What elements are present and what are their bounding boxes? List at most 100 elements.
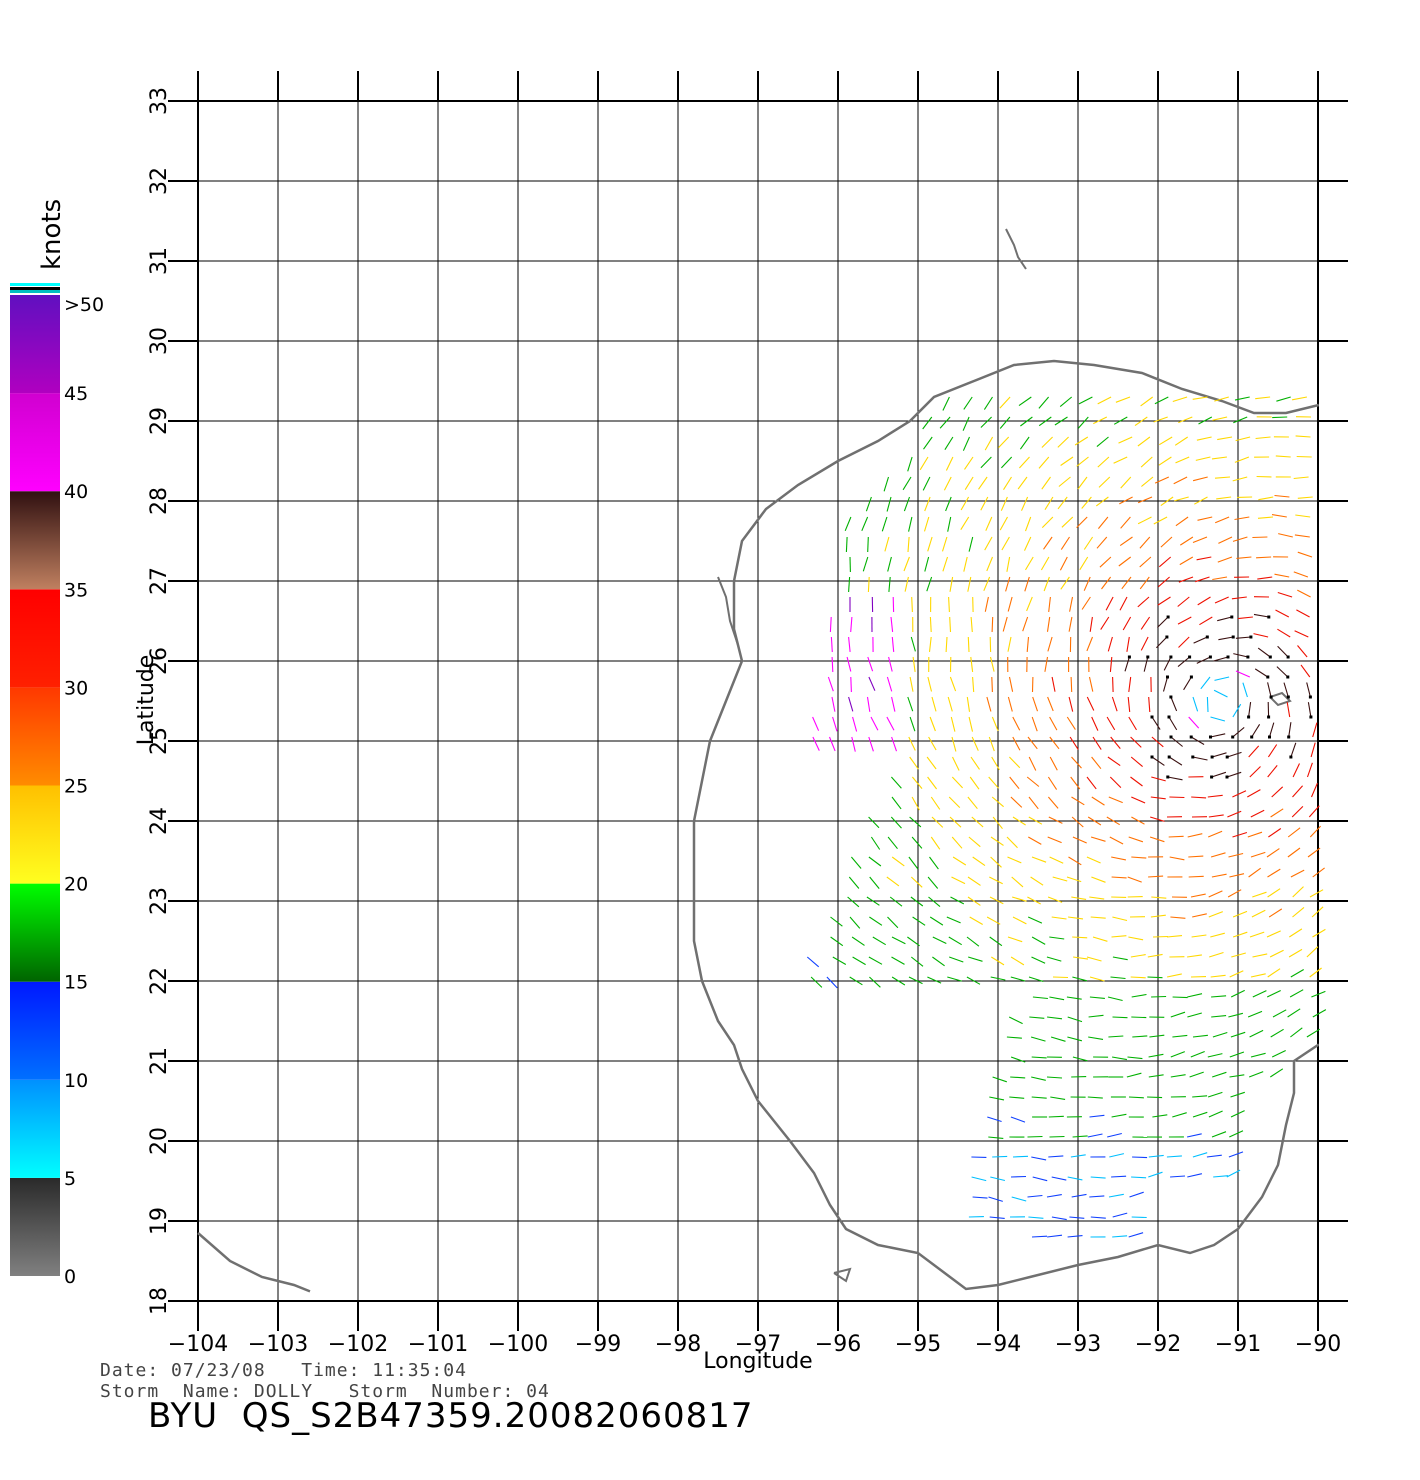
- wind-vector: [1258, 496, 1274, 501]
- rain-flag: [1169, 695, 1173, 699]
- y-tick-label: 26: [147, 647, 172, 675]
- wind-vector: [1028, 836, 1042, 845]
- wind-vector: [911, 836, 923, 849]
- wind-vector: [986, 556, 994, 572]
- wind-vector: [911, 796, 920, 811]
- wind-vector: [928, 636, 932, 652]
- wind-vector: [1310, 782, 1318, 798]
- wind-vector: [888, 576, 891, 592]
- wind-vector: [1128, 716, 1137, 731]
- wind-vector: [908, 856, 919, 870]
- wind-vector: [848, 876, 860, 889]
- wind-vector: [1287, 827, 1301, 838]
- rain-flag: [1308, 695, 1312, 699]
- wind-vector: [1092, 936, 1108, 942]
- wind-vector: [1309, 967, 1322, 978]
- wind-vector: [1051, 916, 1067, 920]
- colorbar-band: [10, 1177, 60, 1276]
- wind-vector: [1191, 796, 1207, 799]
- wind-vector: [986, 916, 1001, 925]
- wind-vector: [1255, 436, 1271, 440]
- wind-vector: [907, 536, 910, 553]
- wind-vector: [1211, 1131, 1227, 1138]
- rain-flag: [1150, 715, 1154, 719]
- wind-vector: [991, 756, 1000, 771]
- wind-vector: [1229, 1051, 1245, 1058]
- wind-vector: [1073, 956, 1089, 960]
- wind-vector: [970, 756, 980, 770]
- wind-vector: [1047, 896, 1063, 903]
- wind-vector: [1046, 1076, 1063, 1079]
- wind-vector: [1031, 1156, 1047, 1161]
- wind-vector: [960, 496, 970, 511]
- wind-vector: [1292, 763, 1300, 778]
- wind-vector: [1115, 396, 1131, 403]
- storm-name-line: Storm Name: DOLLY Storm Number: 04: [100, 1381, 550, 1402]
- rain-flag: [1230, 615, 1234, 619]
- wind-vector: [1050, 1036, 1066, 1042]
- wind-vector: [1295, 514, 1311, 518]
- wind-vector: [1188, 716, 1200, 729]
- wind-vector: [1255, 396, 1271, 400]
- wind-vector: [1218, 636, 1234, 641]
- wind-vector: [1312, 1009, 1327, 1018]
- wind-vector: [907, 936, 920, 947]
- wind-vectors: [806, 396, 1327, 1238]
- wind-vector: [1147, 1096, 1163, 1099]
- wind-vector: [911, 776, 923, 789]
- wind-vector: [971, 736, 979, 751]
- wind-vector: [1134, 416, 1148, 427]
- wind-vector: [886, 676, 893, 692]
- wind-vector: [1017, 476, 1028, 490]
- wind-vector: [1091, 876, 1106, 883]
- wind-vector: [1293, 476, 1309, 480]
- wind-vector: [1206, 696, 1209, 713]
- wind-vector: [1248, 745, 1260, 758]
- wind-vector: [930, 836, 941, 850]
- wind-vector: [1077, 416, 1089, 429]
- wind-vector: [1024, 516, 1032, 532]
- wind-vector: [1217, 436, 1233, 441]
- wind-vector: [1081, 596, 1091, 610]
- wind-vector: [903, 556, 910, 572]
- wind-vector: [1008, 676, 1014, 692]
- wind-vector: [1126, 1072, 1142, 1078]
- wind-vector: [1286, 702, 1291, 718]
- product-title: BYU QS_S2B47359.20082060817: [148, 1396, 754, 1436]
- colorbar-stripe: [10, 287, 60, 290]
- wind-vector: [1250, 1052, 1266, 1058]
- wind-vector: [988, 1196, 1003, 1202]
- wind-vector: [1210, 932, 1225, 938]
- wind-vector: [1297, 589, 1311, 598]
- wind-vector: [1218, 536, 1233, 544]
- wind-vector: [1211, 1015, 1227, 1018]
- wind-vector: [924, 556, 930, 572]
- wind-vector: [1269, 1068, 1284, 1078]
- wind-vector: [1111, 876, 1127, 879]
- wind-vector: [1100, 616, 1110, 630]
- wind-vector: [1160, 496, 1174, 507]
- wind-vector: [1012, 916, 1027, 925]
- wind-vector: [1097, 516, 1109, 529]
- wind-vector: [1267, 868, 1281, 878]
- y-tick-label: 27: [147, 567, 172, 595]
- wind-vector: [1267, 968, 1281, 978]
- wind-vector: [1148, 1074, 1164, 1078]
- wind-vector: [1131, 816, 1145, 825]
- wind-vector: [922, 416, 933, 430]
- wind-vector: [1088, 676, 1094, 692]
- wind-vector: [1031, 1235, 1048, 1238]
- wind-vector: [1086, 696, 1095, 711]
- wind-vector: [847, 896, 860, 908]
- wind-vector: [948, 596, 950, 613]
- wind-vector: [1067, 1176, 1083, 1181]
- wind-vector: [1166, 1155, 1182, 1158]
- wind-vector: [1210, 716, 1226, 722]
- wind-vector: [1178, 416, 1193, 424]
- wind-vector: [1112, 1212, 1128, 1218]
- wind-vector: [927, 676, 933, 692]
- wind-vector: [1031, 956, 1046, 964]
- wind-vector: [1139, 556, 1152, 568]
- wind-vector: [1128, 936, 1144, 941]
- wind-vector: [1031, 716, 1038, 732]
